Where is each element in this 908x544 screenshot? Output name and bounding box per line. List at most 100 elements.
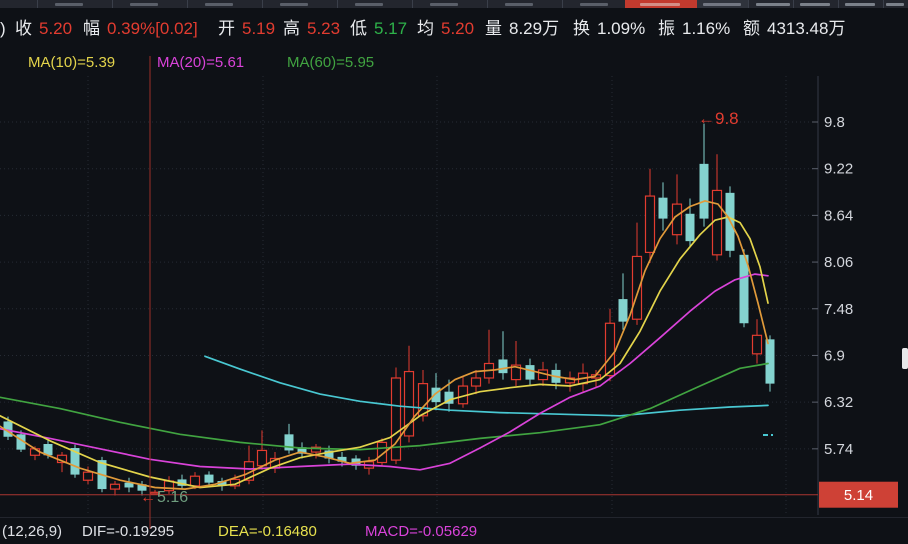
header-field-振: 振 1.16% <box>658 19 730 39</box>
tab-separator <box>412 0 413 8</box>
header-field-value: 5.17 <box>374 19 408 38</box>
header-field-label: 额 <box>743 19 760 38</box>
high-annotation: ←9.8 <box>698 109 739 128</box>
candle-up <box>376 441 388 464</box>
tab-separator <box>748 0 749 8</box>
tab-bar <box>0 0 908 8</box>
macd-legend-item: DEA=-0.16480 <box>218 523 317 540</box>
header-field-label: 振 <box>658 19 675 38</box>
chart-markers <box>763 348 908 436</box>
candle-up <box>82 471 94 481</box>
ma-legend-item: MA(10)=5.39 <box>28 54 116 71</box>
tab-separator <box>262 0 263 8</box>
tab-label-fragment <box>703 3 741 6</box>
header-field-label: 低 <box>350 19 367 38</box>
candle-down <box>551 369 561 383</box>
candle-down <box>525 365 535 380</box>
candle-up <box>243 461 255 481</box>
candle-up <box>590 374 602 379</box>
tab-label-fragment <box>55 3 83 6</box>
axis-tick-label: 8.06 <box>824 254 853 271</box>
tab-label-fragment <box>845 3 875 6</box>
price-line-label-box <box>819 481 898 508</box>
candle-down <box>765 339 775 384</box>
candle-down <box>658 197 668 219</box>
header-field-label: 收 <box>15 19 32 38</box>
candlestick-series <box>3 123 775 496</box>
candle-down <box>337 456 347 462</box>
candle-up <box>564 377 576 384</box>
candle-up <box>470 377 482 387</box>
low-annotation: 5.16 <box>157 489 188 506</box>
candle-up <box>577 372 589 385</box>
candle-up <box>149 491 161 495</box>
axis-tick-label: 7.48 <box>824 301 853 318</box>
tab-label-fragment <box>580 3 608 6</box>
tab-separator <box>37 0 38 8</box>
candle-up <box>109 483 121 490</box>
header-field-换: 换 1.09% <box>573 19 645 39</box>
candle-down <box>297 447 307 454</box>
candle-up <box>751 334 763 355</box>
candle-up <box>604 322 616 377</box>
header-field-幅: 幅 0.39%[0.02] <box>83 19 198 39</box>
candle-up <box>163 480 175 492</box>
candle-down <box>217 481 227 486</box>
candle-down <box>137 484 147 491</box>
tab-separator <box>883 0 884 8</box>
axis-tick-label: 5.74 <box>824 441 853 458</box>
candle-down <box>725 192 735 251</box>
header-row: ) 收 5.20 幅 0.39%[0.02] 开 5.19 高 5.23 低 5.17 均 5.20 量… <box>0 8 908 50</box>
candle-down <box>351 458 361 466</box>
tab-label-fragment <box>756 3 790 6</box>
header-field-开: 开 5.19 <box>218 19 275 39</box>
header-field-label: 高 <box>283 19 300 38</box>
candle-up <box>56 454 68 464</box>
gridlines <box>0 76 818 515</box>
edge-scroll-thumb <box>902 348 908 369</box>
candle-down <box>685 213 695 242</box>
candle-down <box>618 299 628 322</box>
candle-up <box>483 362 495 379</box>
candle-down <box>444 391 454 404</box>
header-field-量: 量 8.29万 <box>485 19 559 39</box>
header-field-value: 5.19 <box>242 19 276 38</box>
candle-up <box>631 255 643 320</box>
candle-up <box>403 370 415 437</box>
tab-label-fragment <box>505 3 533 6</box>
axis-tick-label: 6.9 <box>824 347 845 364</box>
candle-up <box>189 475 201 487</box>
macd-legend: (12,26,9) DIF=-0.19295 DEA=-0.16480 MACD=-0… <box>0 517 908 544</box>
tab-separator <box>187 0 188 8</box>
header-field-value: 8.29万 <box>509 19 560 38</box>
candle-down <box>16 434 26 450</box>
axis-tick-label: 9.22 <box>824 161 853 178</box>
header-field-label: 均 <box>417 19 434 38</box>
candle-down <box>43 444 53 456</box>
tab-label-fragment <box>130 3 158 6</box>
candle-up <box>229 478 241 487</box>
tab-separator <box>337 0 338 8</box>
candle-down <box>431 387 441 403</box>
axis-tick-label: 9.8 <box>824 114 845 131</box>
candle-down <box>124 482 134 488</box>
tab-label-fragment <box>280 3 308 6</box>
header-field-label: 换 <box>573 19 590 38</box>
header-field-label: 幅 <box>83 19 100 38</box>
candle-up <box>310 446 322 453</box>
ma-line-ma20 <box>0 273 769 471</box>
candle-down <box>498 359 508 374</box>
header-field-高: 高 5.23 <box>283 19 340 39</box>
candle-up <box>417 383 429 417</box>
ma-lines <box>0 200 769 490</box>
tab-separator <box>562 0 563 8</box>
tab-label-fragment <box>355 3 383 6</box>
tab-label-fragment <box>430 3 458 6</box>
axis-tick-label: 8.64 <box>824 207 853 224</box>
header-field-value: 0.39%[0.02] <box>107 19 198 38</box>
tab-label-fragment <box>886 3 904 6</box>
tab-label-fragment <box>205 3 233 6</box>
axis-tick-label: 6.32 <box>824 394 853 411</box>
header-field-value: 5.20 <box>441 19 475 38</box>
